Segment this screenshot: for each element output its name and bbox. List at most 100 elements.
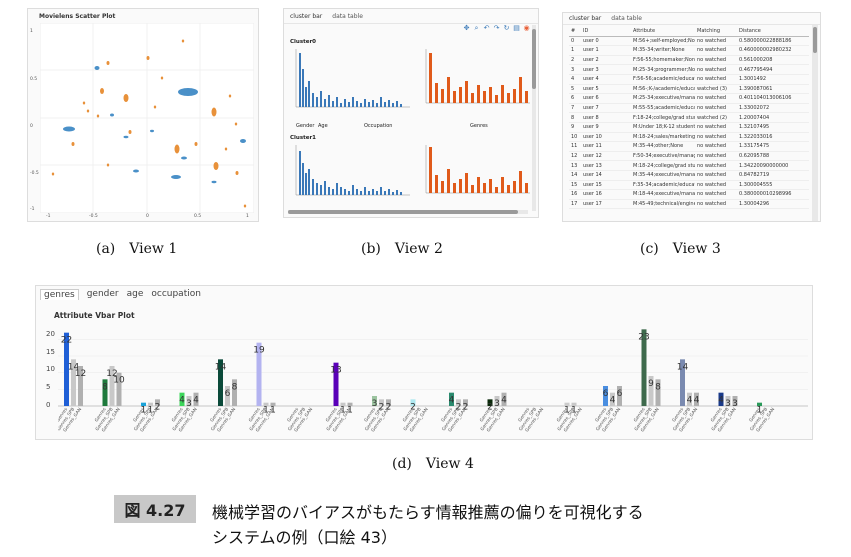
redo-icon[interactable]: ↷ — [493, 24, 500, 32]
vbar-bar[interactable] — [263, 402, 269, 406]
vbar-bar[interactable] — [732, 396, 738, 406]
cluster1-orange-chart[interactable] — [422, 143, 532, 199]
vbar-bar[interactable] — [487, 399, 493, 406]
vbar-bar[interactable] — [155, 399, 160, 406]
vbar-bar[interactable] — [225, 386, 230, 406]
vbar-bar[interactable] — [718, 392, 724, 406]
tab-data-table[interactable]: data table — [611, 15, 642, 22]
vbar-bar[interactable] — [193, 392, 199, 406]
move-icon[interactable]: ✥ — [463, 24, 470, 32]
vbar-bar[interactable] — [725, 396, 731, 406]
vbar-bar[interactable] — [410, 399, 416, 406]
vbar-bar[interactable] — [694, 392, 699, 406]
undo-icon[interactable]: ↶ — [483, 24, 490, 32]
vbar-bar[interactable] — [501, 392, 507, 406]
vbar-bar[interactable] — [347, 402, 353, 406]
vbar-bar[interactable] — [270, 402, 276, 406]
tab-age[interactable]: age — [126, 289, 144, 299]
vbar-bar[interactable] — [463, 399, 468, 406]
vbar-bar[interactable] — [687, 392, 692, 406]
view2-scrollbar-h-thumb[interactable] — [288, 210, 518, 214]
vbar-bar[interactable] — [340, 402, 346, 406]
view3-scrollbar-v[interactable] — [812, 25, 818, 221]
view1-scatter-plot[interactable] — [40, 23, 254, 213]
col-matching[interactable]: Matching — [695, 27, 737, 37]
vbar-bar[interactable] — [571, 402, 577, 406]
vbar-bar[interactable] — [648, 376, 654, 406]
vbar-bar[interactable] — [610, 392, 615, 406]
vbar-bar[interactable] — [109, 366, 115, 406]
table-row[interactable]: 2 user 2 F:56-55;homemaker;None no watched 0… — [569, 55, 809, 66]
tab-occupation[interactable]: occupation — [151, 289, 201, 299]
tab-cluster-bar[interactable]: cluster bar — [569, 15, 602, 22]
table-row[interactable]: 11 user 11 M:35-44;other;None no watched 1.3… — [569, 141, 809, 152]
vbar-bar[interactable] — [102, 379, 108, 406]
table-row[interactable]: 4 user 4 F:56-56;academic/educator no watch… — [569, 74, 809, 85]
vbar-bar[interactable] — [116, 372, 122, 406]
table-row[interactable]: 15 user 15 F:35-34;academic/educator no wat… — [569, 180, 809, 191]
vbar-bar[interactable] — [141, 402, 146, 406]
vbar-bar[interactable] — [218, 359, 223, 406]
table-cell: watched (2) — [695, 112, 737, 123]
vbar-bar[interactable] — [456, 399, 461, 406]
attribute-vbar-plot[interactable]: 22Genres14Genres_SPB12Genres_GAN8Genres1… — [58, 324, 810, 436]
vbar-bar[interactable] — [64, 332, 69, 406]
zoom-icon[interactable]: ⌕ — [474, 24, 479, 32]
view2-scrollbar-h[interactable] — [288, 210, 528, 214]
vbar-bar[interactable] — [179, 392, 185, 406]
vbar-bar[interactable] — [256, 342, 262, 406]
cluster1-blue-chart[interactable] — [290, 143, 412, 203]
tab-gender[interactable]: gender — [86, 289, 119, 299]
save-icon[interactable]: ▤ — [513, 24, 520, 32]
table-row[interactable]: 0 user 0 M:56+;self-employed;None no watche… — [569, 36, 809, 47]
vbar-bar[interactable] — [232, 379, 237, 406]
cluster0-blue-chart[interactable] — [290, 47, 412, 115]
vbar-bar[interactable] — [757, 402, 762, 406]
table-cell: 4 — [569, 74, 581, 85]
vbar-bar[interactable] — [449, 392, 454, 406]
vbar-bar[interactable] — [564, 402, 570, 406]
tab-genres[interactable]: genres — [40, 289, 79, 300]
reset-icon[interactable]: ↻ — [503, 24, 510, 32]
view2-label-genres: Genres — [470, 123, 488, 129]
tab-data-table[interactable]: data table — [332, 12, 363, 20]
tab-cluster-bar[interactable]: cluster bar — [290, 12, 323, 20]
vbar-bar[interactable] — [386, 399, 391, 406]
vbar-bar[interactable] — [617, 386, 622, 406]
vbar-value-label: 3 — [372, 399, 378, 409]
vbar-bar[interactable] — [680, 359, 685, 406]
vbar-bar[interactable] — [372, 396, 377, 406]
table-cell: 1.300004555 — [737, 180, 809, 191]
col-id[interactable]: ID — [581, 27, 631, 37]
col-distance[interactable]: Distance — [737, 27, 809, 37]
vbar-bar[interactable] — [333, 362, 339, 406]
vbar-bar[interactable] — [494, 396, 500, 406]
col-index[interactable]: # — [569, 27, 581, 37]
vbar-bar[interactable] — [148, 402, 153, 406]
vbar-bar[interactable] — [71, 359, 76, 406]
table-row[interactable]: 10 user 10 M:18-24;sales/marketing no watch… — [569, 132, 809, 143]
vbar-bar[interactable] — [641, 329, 647, 406]
col-attribute[interactable]: Attribute — [631, 27, 695, 37]
vbar-bar[interactable] — [186, 396, 192, 406]
table-row[interactable]: 1 user 1 M:35-34;writer;None no watched 0.46… — [569, 45, 809, 56]
vbar-bar[interactable] — [379, 399, 384, 406]
view2-scrollbar-v-thumb[interactable] — [532, 29, 536, 89]
table-row[interactable]: 3 user 3 M:25-34;programmer;None no watched… — [569, 64, 809, 75]
cluster0-orange-chart[interactable] — [422, 47, 532, 107]
vbar-bar[interactable] — [603, 386, 608, 406]
vbar-bar[interactable] — [78, 366, 83, 406]
view3-scrollbar-v-thumb[interactable] — [813, 27, 817, 53]
table-row[interactable]: 17 user 17 M:45-49;technical/engineer no wa… — [569, 199, 809, 210]
view2-scrollbar-v[interactable] — [532, 25, 536, 211]
vbar-bar[interactable] — [655, 379, 661, 406]
